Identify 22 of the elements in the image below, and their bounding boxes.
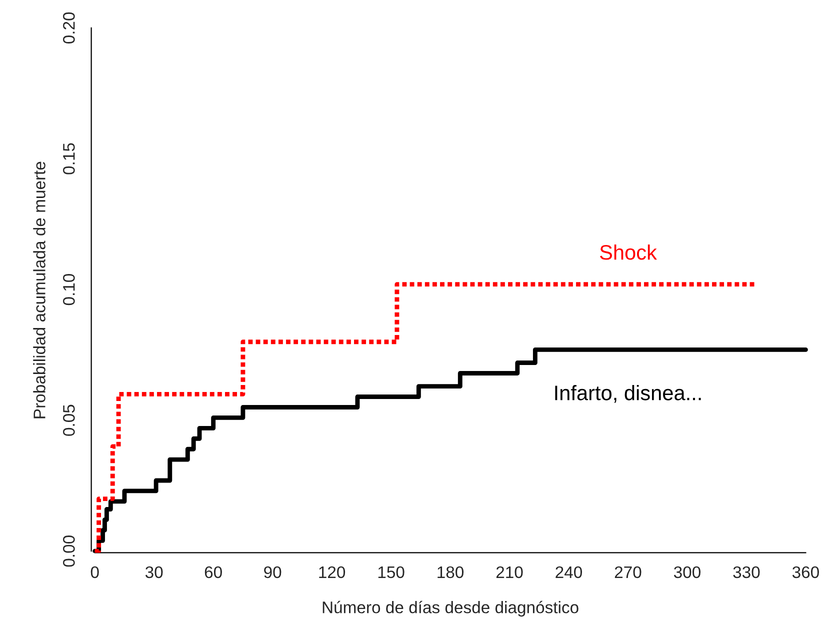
y-tick-label: 0.15: [63, 143, 75, 174]
x-tick-label: 300: [674, 566, 700, 578]
y-tick-label: 0.05: [63, 404, 75, 436]
x-tick-label: 90: [264, 566, 282, 578]
x-tick-label: 210: [496, 566, 523, 578]
y-tick-label: 0.10: [63, 274, 75, 306]
series-label: Shock: [600, 244, 657, 260]
y-tick-label: 0.00: [63, 536, 75, 567]
x-tick-label: 240: [556, 566, 582, 578]
x-tick-label: 270: [614, 566, 642, 578]
x-tick-label: 30: [145, 566, 163, 578]
x-tick-label: 0: [90, 566, 99, 578]
x-tick-label: 330: [733, 566, 760, 578]
x-axis-title: Número de días desde diagnóstico: [322, 600, 578, 617]
y-axis-title: Probabilidad acumulada de muerte: [33, 162, 46, 418]
x-tick-label: 180: [438, 566, 464, 578]
x-tick-label: 360: [792, 566, 819, 578]
series-label: Infarto, disnea...: [555, 385, 701, 403]
x-tick-label: 60: [204, 566, 222, 578]
x-tick-label: 120: [319, 566, 346, 578]
y-tick-label: 0.20: [63, 12, 75, 44]
x-tick-label: 150: [378, 566, 404, 578]
